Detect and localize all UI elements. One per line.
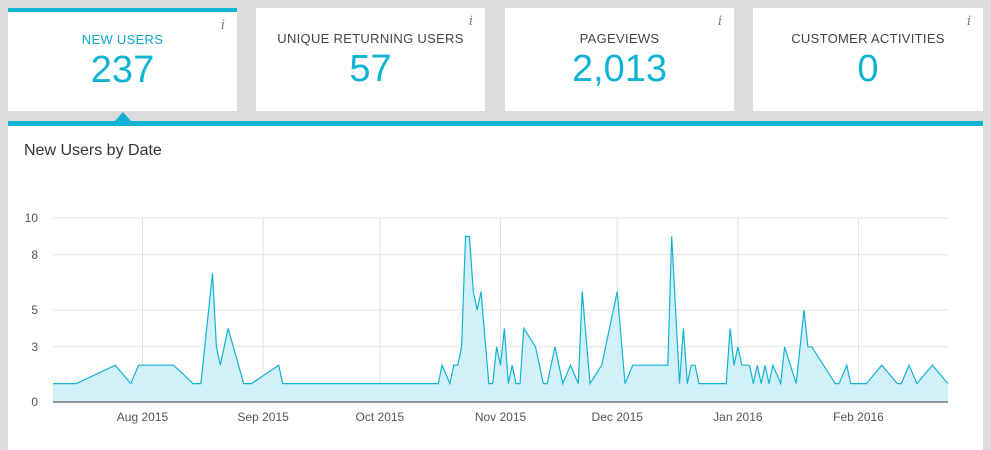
info-icon[interactable]: i (966, 14, 971, 29)
x-tick-label: Aug 2015 (117, 410, 169, 424)
x-tick-label: Feb 2016 (833, 410, 884, 424)
x-tick-label: Jan 2016 (713, 410, 763, 424)
series-line (53, 235, 949, 386)
active-card-pointer (115, 112, 131, 121)
card-label: NEW USERS (81, 32, 164, 47)
card-customer-activities[interactable]: i CUSTOMER ACTIVITIES 0 (753, 8, 983, 111)
card-pageviews[interactable]: i PAGEVIEWS 2,013 (505, 8, 734, 111)
y-tick-label: 8 (31, 248, 38, 262)
y-tick-label: 5 (31, 303, 38, 317)
info-icon[interactable]: i (468, 14, 473, 29)
y-tick-label: 10 (25, 211, 39, 225)
x-tick-label: Nov 2015 (475, 410, 527, 424)
x-tick-label: Sep 2015 (237, 410, 289, 424)
chart-panel: New Users by Date 0 3 5 8 10 Aug 2015 Sep 2015… (8, 121, 983, 450)
x-tick-label: Dec 2015 (592, 410, 644, 424)
info-icon[interactable]: i (717, 14, 722, 29)
card-label: CUSTOMER ACTIVITIES (791, 31, 945, 46)
y-tick-label: 3 (31, 340, 38, 354)
card-value: 2,013 (571, 48, 668, 90)
card-value: 237 (90, 49, 155, 91)
chart-title: New Users by Date (24, 142, 162, 159)
card-new-users[interactable]: i NEW USERS 237 (8, 8, 237, 111)
card-label: PAGEVIEWS (579, 31, 660, 46)
x-tick-label: Oct 2015 (356, 410, 405, 424)
card-unique-returning-users[interactable]: i UNIQUE RETURNING USERS 57 (256, 8, 485, 111)
y-tick-label: 0 (31, 395, 38, 409)
series-area (53, 236, 948, 402)
new-users-chart: 0 3 5 8 10 Aug 2015 Sep 2015 Oct 2015 Nov 2015 De… (25, 211, 949, 424)
info-icon[interactable]: i (220, 18, 225, 33)
card-value: 57 (349, 48, 392, 90)
card-label: UNIQUE RETURNING USERS (277, 31, 464, 46)
card-value: 0 (857, 48, 879, 90)
